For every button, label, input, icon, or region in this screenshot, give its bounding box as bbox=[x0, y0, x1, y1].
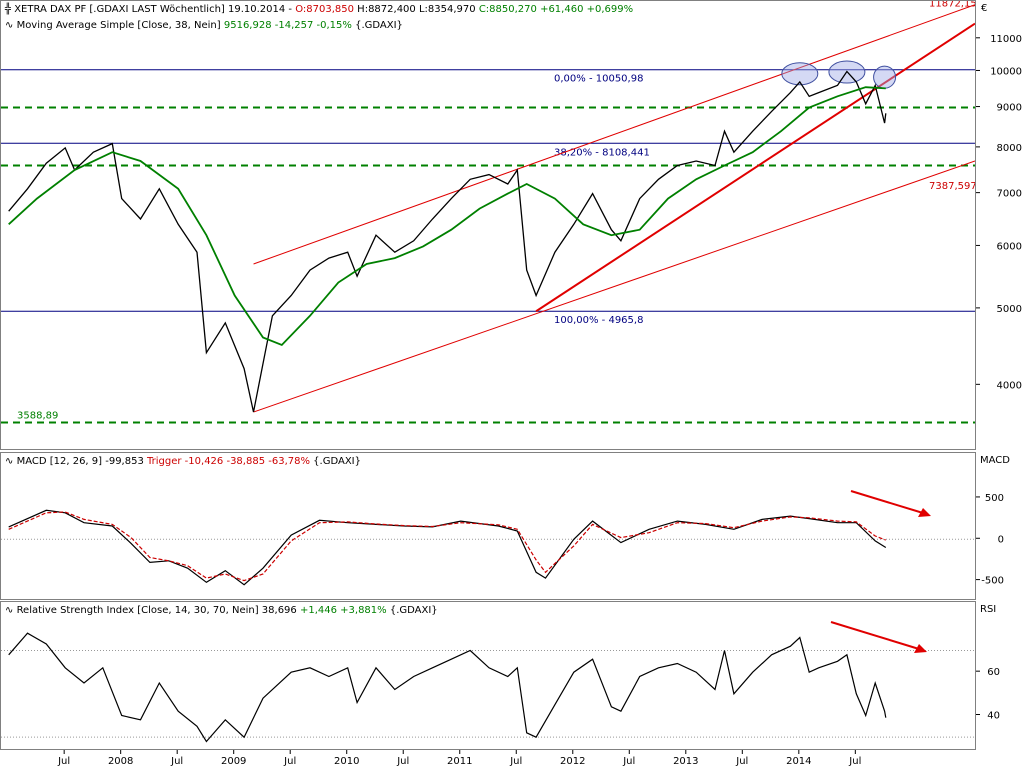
y-tick-label: 9000 bbox=[997, 103, 1022, 114]
wave-icon: ∿ bbox=[5, 456, 17, 467]
rsi-line bbox=[8, 632, 887, 743]
pattern-highlight-ellipse bbox=[781, 62, 819, 86]
uptrend-line bbox=[535, 22, 975, 313]
divergence-arrow bbox=[850, 490, 924, 514]
wave-icon: ∿ bbox=[5, 605, 17, 616]
macd-axis-label: MACD bbox=[980, 455, 1010, 466]
ma-header-suffix: {.GDAXI} bbox=[351, 20, 403, 31]
fib-level-label: 0,00% - 10050,98 bbox=[554, 74, 643, 85]
x-tick-label: 2012 bbox=[560, 756, 585, 767]
macd-header-prefix: MACD [12, 26, 9] -99,853 bbox=[16, 456, 148, 467]
arrow-head-icon bbox=[914, 644, 927, 653]
price-chart: 0,00% - 10050,98 38,20% - 8108,441 100,00%… bbox=[1, 1, 975, 424]
macd-line bbox=[8, 509, 887, 586]
rsi-header-suffix: {.GDAXI} bbox=[386, 605, 438, 616]
rsi-header-prefix: Relative Strength Index [Close, 14, 30, … bbox=[16, 605, 300, 616]
x-tick-label: 2014 bbox=[786, 756, 811, 767]
rsi-header-change: +1,446 +3,881% bbox=[299, 605, 387, 616]
channel-value-label: 11872,156 bbox=[929, 1, 975, 10]
x-tick-label: 2008 bbox=[108, 756, 133, 767]
channel-lower-line bbox=[253, 160, 975, 413]
fib-level-label: 38,20% - 8108,441 bbox=[554, 147, 650, 158]
x-tick-label: Jul bbox=[170, 756, 183, 767]
rsi-chart bbox=[1, 621, 975, 743]
y-tick-label: 60 bbox=[987, 667, 1000, 678]
x-tick-label: Jul bbox=[283, 756, 296, 767]
wave-icon: ∿ bbox=[5, 20, 17, 31]
y-tick-label: 8000 bbox=[997, 143, 1022, 154]
rsi-header: ∿ Relative Strength Index [Close, 14, 30… bbox=[5, 605, 438, 616]
x-tick-label: Jul bbox=[622, 756, 635, 767]
macd-y-axis-ticks: 500 0 -500 bbox=[976, 493, 1004, 587]
chart-lines-icon: ╬ bbox=[5, 4, 15, 15]
euro-symbol: € bbox=[981, 3, 988, 14]
price-y-axis-ticks: 4000 5000 6000 7000 8000 9000 10000 11000 bbox=[976, 34, 1022, 391]
price-header-high: H:8872,400 bbox=[354, 4, 416, 15]
price-header: ╬ XETRA DAX PF [.GDAXI LAST Wöchentlich]… bbox=[5, 4, 633, 15]
price-header-low: L:8354,970 bbox=[415, 4, 476, 15]
ma-header-prefix: Moving Average Simple [Close, 38, Nein] bbox=[16, 20, 224, 31]
rsi-y-axis: RSI 60 40 bbox=[976, 601, 1024, 750]
y-tick-label: 500 bbox=[985, 493, 1004, 504]
x-tick-label: Jul bbox=[735, 756, 748, 767]
support-level-label: 3588,89 bbox=[17, 410, 58, 421]
price-y-axis: € 4000 5000 6000 7000 8000 9000 10000 11000 bbox=[976, 0, 1024, 450]
rsi-axis-label: RSI bbox=[980, 604, 997, 615]
y-tick-label: 10000 bbox=[990, 66, 1022, 77]
price-series-line bbox=[8, 70, 887, 413]
macd-y-axis: MACD 500 0 -500 bbox=[976, 452, 1024, 600]
y-tick-label: -500 bbox=[981, 576, 1004, 587]
y-tick-label: 11000 bbox=[990, 34, 1022, 45]
ma-header: ∿ Moving Average Simple [Close, 38, Nein… bbox=[5, 20, 403, 31]
channel-value-label: 7387,597 bbox=[929, 181, 975, 192]
x-tick-label: Jul bbox=[509, 756, 522, 767]
y-tick-label: 4000 bbox=[997, 380, 1022, 391]
pattern-highlight-ellipse bbox=[873, 65, 897, 89]
y-tick-label: 6000 bbox=[997, 241, 1022, 252]
macd-header-trigger: Trigger -10,426 -38,885 -63,78% bbox=[147, 456, 310, 467]
arrow-head-icon bbox=[918, 508, 931, 517]
price-header-open: O:8703,850 bbox=[295, 4, 354, 15]
y-tick-label: 0 bbox=[998, 534, 1004, 545]
price-header-close: C:8850,270 +61,460 +0,699% bbox=[475, 4, 634, 15]
x-tick-label: Jul bbox=[396, 756, 409, 767]
price-header-prefix: XETRA DAX PF [.GDAXI LAST Wöchentlich] 1… bbox=[14, 4, 296, 15]
x-tick-label: Jul bbox=[57, 756, 70, 767]
macd-header-suffix: {.GDAXI} bbox=[309, 456, 361, 467]
macd-chart bbox=[1, 490, 975, 586]
y-tick-label: 7000 bbox=[997, 189, 1022, 200]
y-tick-label: 5000 bbox=[997, 304, 1022, 315]
divergence-arrow bbox=[830, 621, 920, 650]
x-tick-label: 2010 bbox=[334, 756, 359, 767]
x-tick-label: 2013 bbox=[673, 756, 698, 767]
moving-average-line bbox=[8, 86, 886, 347]
macd-panel: ∿ MACD [12, 26, 9] -99,853 Trigger -10,4… bbox=[0, 452, 976, 600]
x-tick-label: Jul bbox=[848, 756, 861, 767]
ma-header-value: 9516,928 -14,257 -0,15% bbox=[223, 20, 352, 31]
x-axis: Jul 2008 Jul 2009 Jul 2010 Jul 2011 Jul 2012 Jul 20… bbox=[57, 750, 861, 767]
rsi-panel: ∿ Relative Strength Index [Close, 14, 30… bbox=[0, 601, 976, 750]
channel-upper-line bbox=[253, 4, 975, 265]
price-panel: ╬ XETRA DAX PF [.GDAXI LAST Wöchentlich]… bbox=[0, 0, 976, 450]
macd-header: ∿ MACD [12, 26, 9] -99,853 Trigger -10,4… bbox=[5, 456, 361, 467]
rsi-y-axis-ticks: 60 40 bbox=[976, 667, 1000, 722]
x-tick-label: 2009 bbox=[221, 756, 246, 767]
x-tick-label: 2011 bbox=[447, 756, 472, 767]
y-tick-label: 40 bbox=[987, 711, 1000, 722]
macd-trigger-line bbox=[8, 511, 887, 582]
fib-level-label: 100,00% - 4965,8 bbox=[554, 315, 643, 326]
